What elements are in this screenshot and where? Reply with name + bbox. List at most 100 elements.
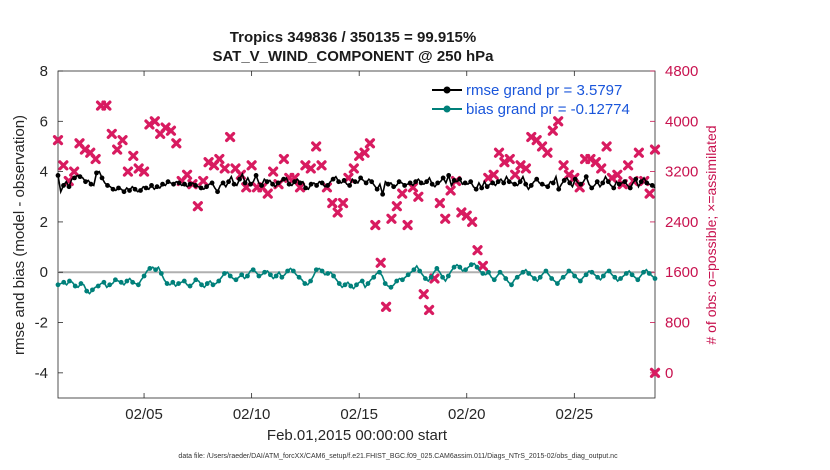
- bias-point: [560, 274, 566, 280]
- rmse-point: [462, 180, 468, 186]
- obs-assimilated-marker: [391, 201, 402, 212]
- rmse-point: [374, 186, 380, 192]
- obs-assimilated-marker: [445, 185, 456, 196]
- bias-point: [55, 282, 61, 288]
- rmse-point: [237, 176, 242, 182]
- bias-point: [170, 279, 176, 285]
- rmse-point: [451, 178, 457, 183]
- bias-point: [652, 276, 658, 281]
- rmse-point: [473, 186, 479, 192]
- rmse-point: [616, 181, 622, 187]
- rmse-point: [523, 181, 529, 187]
- bias-point: [486, 269, 491, 275]
- y-right-tick-label: 3200: [665, 164, 698, 181]
- rmse-point: [198, 185, 204, 191]
- bias-point: [78, 281, 84, 286]
- bias-point: [618, 276, 623, 281]
- rmse-point: [110, 186, 116, 192]
- legend-bias-marker: [443, 105, 451, 113]
- bias-point: [187, 283, 193, 289]
- bias-point: [635, 277, 641, 283]
- obs-assimilated-marker: [434, 197, 445, 209]
- bias-point: [514, 274, 520, 280]
- rmse-point: [402, 183, 408, 188]
- obs-assimilated-marker: [649, 144, 661, 155]
- rmse-point: [567, 180, 573, 186]
- obs-assimilated-marker: [294, 182, 306, 193]
- obs-assimilated-marker: [69, 166, 80, 177]
- obs-assimilated-marker: [225, 131, 236, 143]
- rmse-point: [484, 184, 490, 190]
- obs-assimilated-marker: [493, 147, 505, 158]
- rmse-point: [517, 179, 523, 185]
- obs-assimilated-marker: [117, 135, 128, 146]
- y-axis-label: rmse and bias (model - observation): [11, 115, 28, 355]
- rmse-point: [380, 191, 386, 197]
- bias-point: [623, 271, 629, 276]
- bias-point: [296, 274, 302, 280]
- bias-point: [72, 283, 78, 289]
- bias-point: [428, 274, 434, 280]
- rmse-point: [457, 176, 463, 182]
- bias-point: [101, 279, 107, 285]
- bias-point: [164, 281, 170, 286]
- rmse-point: [336, 179, 342, 185]
- bias-point: [130, 279, 136, 285]
- obs-assimilated-marker: [262, 188, 273, 199]
- rmse-point: [396, 179, 402, 185]
- y-tick-label: 0: [40, 264, 48, 281]
- obs-assimilated-marker: [337, 197, 349, 209]
- obs-assimilated-marker: [316, 160, 327, 171]
- rmse-point: [649, 183, 655, 188]
- y-tick-label: -4: [35, 365, 48, 382]
- rmse-point: [143, 185, 149, 191]
- rmse-point: [407, 180, 413, 186]
- rmse-point: [55, 172, 61, 178]
- rmse-point: [231, 181, 237, 187]
- rmse-point: [578, 181, 584, 187]
- bias-point: [181, 278, 187, 284]
- bias-point: [480, 271, 486, 276]
- rmse-point: [259, 183, 264, 188]
- rmse-point: [253, 172, 259, 178]
- obs-assimilated-marker: [305, 163, 316, 174]
- rmse-point: [226, 179, 231, 185]
- obs-assimilated-marker: [122, 166, 134, 177]
- rmse-point: [182, 181, 187, 187]
- bias-point: [572, 273, 578, 279]
- bias-point: [147, 266, 153, 271]
- obs-assimilated-marker: [623, 160, 634, 171]
- rmse-point: [561, 178, 567, 183]
- bias-point: [641, 269, 646, 275]
- bias-point: [422, 276, 428, 281]
- bias-point: [245, 273, 250, 279]
- bias-point: [417, 268, 423, 274]
- rmse-point: [149, 183, 154, 188]
- bias-point: [193, 277, 199, 283]
- plot-area: [57, 70, 656, 399]
- obs-assimilated-marker: [192, 201, 203, 212]
- rmse-point: [209, 180, 215, 186]
- rmse-point: [589, 185, 595, 191]
- rmse-point: [204, 184, 209, 190]
- legend-rmse-label: rmse grand pr = 3.5797: [466, 82, 622, 99]
- bias-point: [549, 276, 555, 281]
- obs-assimilated-marker: [547, 125, 558, 136]
- obs-assimilated-marker: [601, 141, 612, 152]
- rmse-point: [369, 179, 375, 185]
- bias-point: [503, 276, 509, 281]
- bias-point: [394, 278, 400, 284]
- bias-point: [411, 267, 417, 273]
- rmse-point: [440, 175, 446, 181]
- obs-assimilated-marker: [370, 219, 381, 231]
- bias-point: [595, 274, 600, 280]
- legend-bias-label: bias grand pr = -0.12774: [466, 101, 630, 118]
- rmse-point: [83, 179, 88, 185]
- obs-assimilated-marker: [424, 304, 435, 316]
- y-right-tick-label: 4800: [665, 63, 698, 80]
- bias-point: [118, 279, 124, 285]
- rmse-point: [187, 181, 193, 187]
- obs-assimilated-marker: [504, 153, 515, 165]
- bias-point: [566, 268, 572, 274]
- rmse-point: [490, 180, 496, 186]
